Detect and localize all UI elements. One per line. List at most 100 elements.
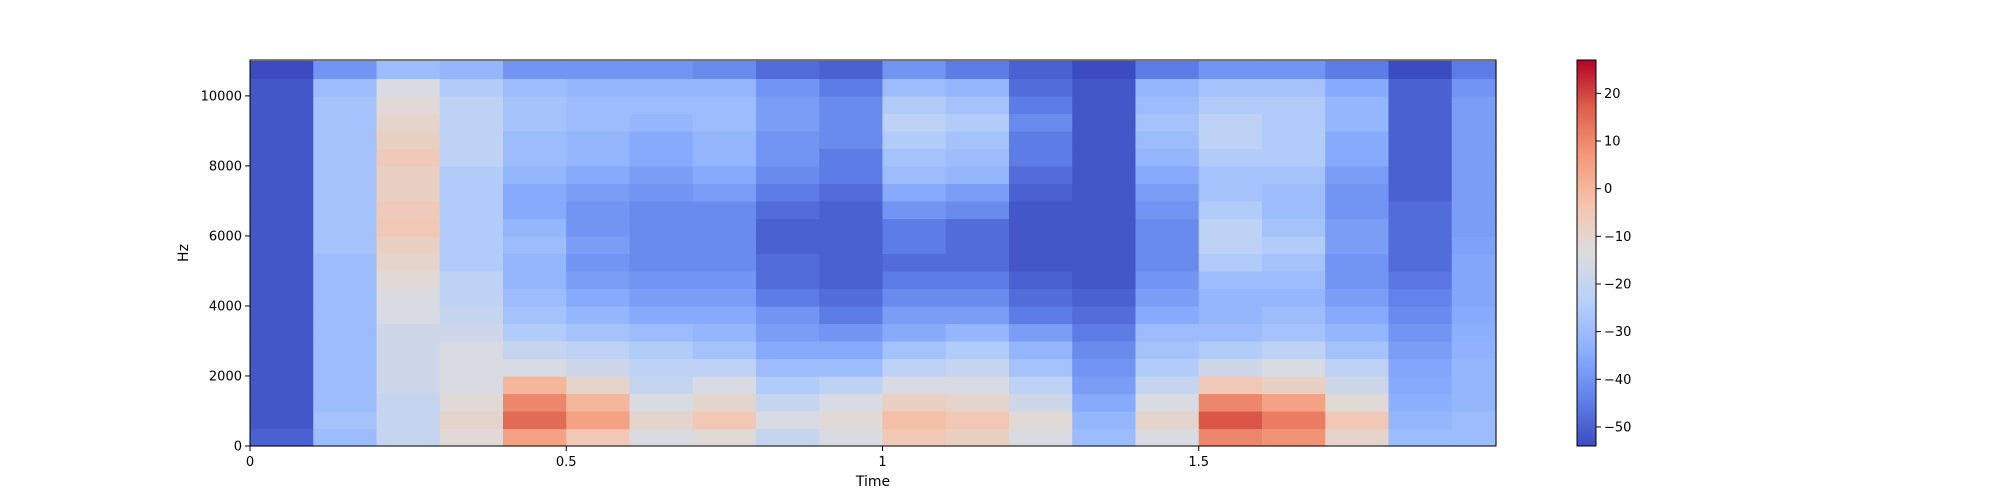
heatmap-cell	[819, 218, 884, 237]
heatmap-cell	[502, 253, 567, 272]
heatmap-cell	[376, 148, 441, 167]
heatmap-cell	[755, 78, 820, 97]
heatmap-cell	[439, 95, 504, 114]
heatmap-cell	[566, 95, 631, 114]
y-axis-label: Hz	[176, 244, 192, 262]
heatmap-cell	[1008, 410, 1073, 430]
heatmap-cell	[1451, 410, 1497, 430]
colorbar	[1576, 59, 1597, 447]
heatmap-cell	[819, 60, 884, 79]
heatmap-cell	[502, 165, 567, 185]
colorbar-tick-label: −40	[1604, 373, 1631, 388]
heatmap-cell	[250, 183, 314, 202]
heatmap-cell	[313, 183, 378, 202]
heatmap-cell	[945, 428, 1010, 447]
heatmap-cell	[1388, 183, 1453, 202]
heatmap-cell	[502, 340, 567, 360]
heatmap-cell	[1388, 130, 1453, 150]
heatmap-cell	[1261, 95, 1326, 114]
heatmap-cell	[376, 183, 441, 202]
heatmap-cell	[1198, 200, 1263, 220]
heatmap-cell	[1198, 148, 1263, 167]
heatmap-cell	[945, 130, 1010, 150]
heatmap-cell	[1072, 165, 1137, 185]
heatmap-cell	[1261, 393, 1326, 412]
heatmap-cell	[692, 393, 757, 412]
heatmap-cell	[1325, 200, 1390, 220]
heatmap-cell	[250, 428, 314, 447]
heatmap-cell	[1135, 235, 1200, 255]
heatmap-cell	[629, 130, 694, 150]
heatmap-cell	[1135, 253, 1200, 272]
heatmap-cell	[439, 148, 504, 167]
heatmap-cell	[439, 165, 504, 185]
heatmap-cell	[1325, 288, 1390, 307]
heatmap-cell	[1261, 148, 1326, 167]
y-tick-label: 8000	[209, 159, 242, 174]
heatmap-cell	[1072, 253, 1137, 272]
heatmap-cell	[692, 253, 757, 272]
heatmap-cell	[629, 113, 694, 132]
heatmap-cell	[1198, 288, 1263, 307]
heatmap-cell	[1008, 165, 1073, 185]
colorbar-tick-label: 10	[1604, 135, 1621, 150]
heatmap-cell	[1451, 183, 1497, 202]
heatmap-cell	[1451, 358, 1497, 377]
heatmap-cell	[1325, 183, 1390, 202]
heatmap-cell	[692, 165, 757, 185]
heatmap-cell	[313, 148, 378, 167]
heatmap-cell	[502, 410, 567, 430]
heatmap-cell	[1008, 95, 1073, 114]
heatmap-cell	[1325, 323, 1390, 342]
heatmap-cell	[439, 428, 504, 447]
heatmap-cell	[250, 165, 314, 185]
heatmap-cell	[1325, 393, 1390, 412]
heatmap-cell	[439, 218, 504, 237]
heatmap-cell	[692, 200, 757, 220]
heatmap-cell	[629, 165, 694, 185]
heatmap-cell	[1325, 305, 1390, 325]
heatmap-cell	[502, 270, 567, 290]
heatmap-cell	[502, 183, 567, 202]
heatmap-cell	[1072, 148, 1137, 167]
heatmap-cell	[376, 95, 441, 114]
heatmap-cell	[1388, 270, 1453, 290]
heatmap-cell	[376, 60, 441, 79]
heatmap-cell	[376, 253, 441, 272]
heatmap-cell	[819, 428, 884, 447]
heatmap-cell	[882, 305, 947, 325]
heatmap-cell	[755, 148, 820, 167]
heatmap-cell	[1198, 393, 1263, 412]
heatmap-cell	[376, 428, 441, 447]
heatmap-cell	[1072, 305, 1137, 325]
heatmap-cell	[882, 95, 947, 114]
heatmap-cell	[376, 235, 441, 255]
heatmap-cell	[313, 323, 378, 342]
heatmap-cell	[819, 305, 884, 325]
heatmap-cell	[755, 113, 820, 132]
heatmap-cell	[250, 95, 314, 114]
heatmap-cell	[629, 78, 694, 97]
heatmap-cell	[882, 218, 947, 237]
heatmap-cell	[1198, 113, 1263, 132]
heatmap-cell	[1135, 270, 1200, 290]
heatmap-cell	[1072, 95, 1137, 114]
heatmap-cell	[629, 340, 694, 360]
heatmap-cell	[502, 130, 567, 150]
heatmap-cell	[1135, 200, 1200, 220]
heatmap-cell	[819, 148, 884, 167]
heatmap-cell	[1451, 323, 1497, 342]
heatmap-cell	[1451, 95, 1497, 114]
heatmap-cell	[1198, 305, 1263, 325]
heatmap-cell	[566, 165, 631, 185]
heatmap-cell	[1198, 235, 1263, 255]
heatmap-cell	[502, 393, 567, 412]
heatmap-cell	[1198, 165, 1263, 185]
heatmap-cell	[439, 340, 504, 360]
heatmap-cell	[1325, 340, 1390, 360]
heatmap-cell	[250, 218, 314, 237]
heatmap-cell	[692, 305, 757, 325]
heatmap-cell	[882, 130, 947, 150]
heatmap-cell	[250, 375, 314, 395]
y-tick-label: 4000	[209, 299, 242, 314]
